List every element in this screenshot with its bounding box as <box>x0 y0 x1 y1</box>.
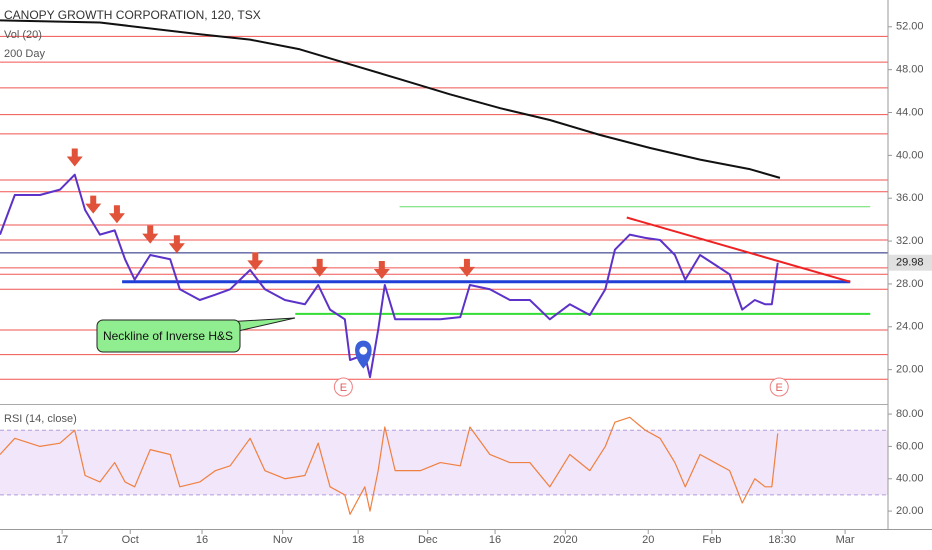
x-tick-label: 16 <box>196 534 208 546</box>
pin-hole <box>359 346 368 355</box>
x-tick-label: 2020 <box>553 534 577 546</box>
series-line <box>0 416 779 515</box>
symbol-title: CANOPY GROWTH CORPORATION, 120, TSX <box>4 8 261 22</box>
arrow-marker <box>108 205 125 224</box>
x-tick-label: 16 <box>489 534 501 546</box>
x-tick-label: Nov <box>273 534 293 546</box>
x-tick-label: 18:30 <box>768 534 796 546</box>
y-tick-label: 20.00 <box>896 364 924 376</box>
x-tick-label: 17 <box>56 534 68 546</box>
x-tick-label: Mar <box>836 534 855 546</box>
y-tick-label: 40.00 <box>896 473 924 485</box>
arrow-marker <box>142 225 159 244</box>
earnings-label: E <box>776 382 783 394</box>
y-tick-label: 24.00 <box>896 321 924 333</box>
last-price-label: 29.98 <box>896 257 924 269</box>
y-tick-label: 32.00 <box>896 235 924 247</box>
y-tick-label: 44.00 <box>896 106 924 118</box>
arrow-marker <box>458 258 475 277</box>
series-line <box>0 173 779 379</box>
x-tick-label: Oct <box>122 534 139 546</box>
y-tick-label: 48.00 <box>896 64 924 76</box>
arrow-marker <box>247 252 264 271</box>
x-tick-label: Feb <box>702 534 721 546</box>
y-tick-label: 20.00 <box>896 505 924 517</box>
callout-text: Neckline of Inverse H&S <box>103 329 233 343</box>
ma-label: 200 Day <box>4 48 45 60</box>
arrow-marker <box>85 195 102 214</box>
y-tick-label: 52.00 <box>896 21 924 33</box>
drawn-line <box>626 216 851 283</box>
arrow-marker <box>168 235 185 254</box>
x-tick-label: 20 <box>642 534 654 546</box>
y-tick-label: 28.00 <box>896 278 924 290</box>
rsi-label: RSI (14, close) <box>4 413 77 425</box>
earnings-marker <box>769 377 789 397</box>
last-price-badge <box>889 254 932 271</box>
series-line <box>0 19 781 179</box>
arrow-marker <box>373 261 390 279</box>
earnings-label: E <box>340 382 347 394</box>
x-tick-label: 18 <box>352 534 364 546</box>
y-tick-label: 36.00 <box>896 192 924 204</box>
callout-box <box>96 319 241 353</box>
arrow-marker <box>311 258 328 277</box>
x-tick-label: Dec <box>418 534 438 546</box>
y-tick-label: 80.00 <box>896 408 924 420</box>
layer: 20.00 24.00 28.00 32.00 36.00 40.00 44.00 48.00… <box>0 19 932 546</box>
arrow-marker <box>66 148 83 167</box>
volume-label: Vol (20) <box>4 29 42 41</box>
y-tick-label: 60.00 <box>896 440 924 452</box>
y-tick-label: 40.00 <box>896 149 924 161</box>
callout: Neckline of Inverse H&S <box>96 317 296 353</box>
earnings-marker <box>333 377 353 397</box>
